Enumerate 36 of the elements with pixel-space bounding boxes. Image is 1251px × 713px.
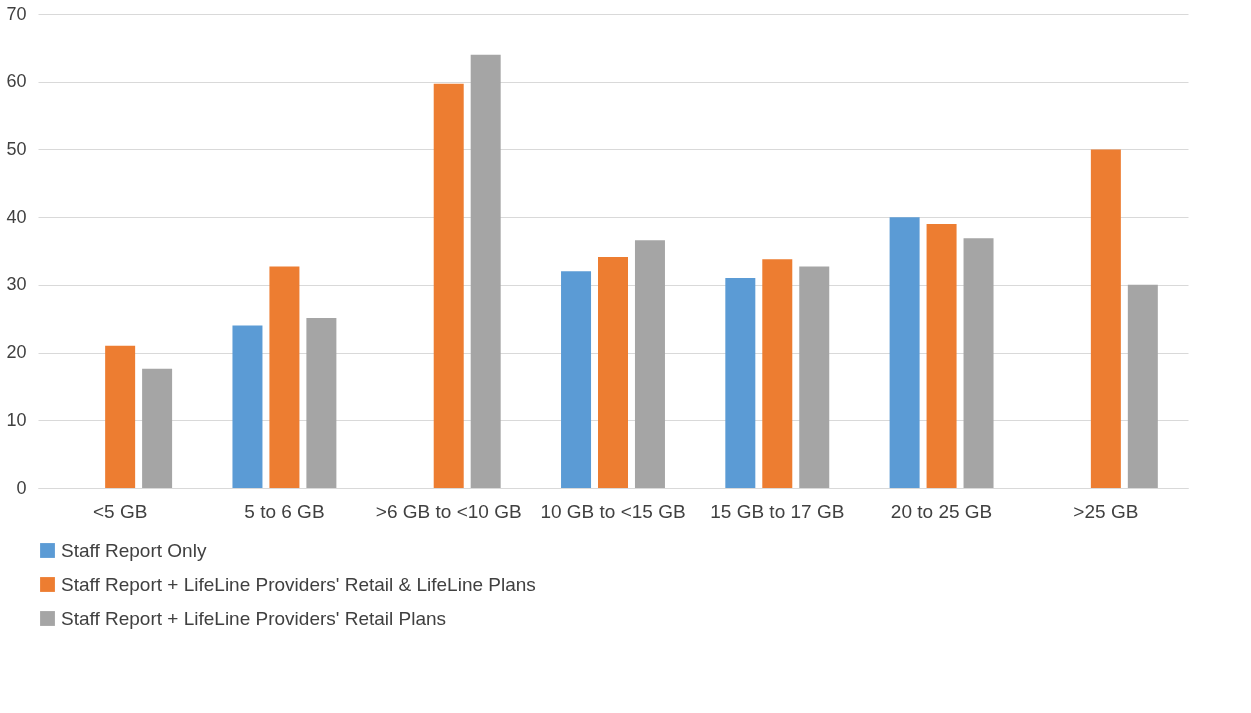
bar (1127, 284, 1158, 488)
x-tick-label: >25 GB (1073, 500, 1139, 522)
bar (725, 278, 756, 488)
bar (105, 345, 136, 488)
y-tick-label: 70 (6, 3, 27, 24)
bar (926, 223, 957, 488)
y-tick-label: 30 (6, 274, 27, 295)
x-tick-label: 10 GB to <15 GB (540, 500, 686, 522)
bar (232, 325, 263, 488)
x-tick-label: 20 to 25 GB (890, 500, 993, 522)
bar (799, 266, 830, 488)
y-tick-label: 60 (6, 71, 27, 92)
y-tick-label: 20 (6, 342, 27, 363)
bar (470, 54, 501, 488)
bar (142, 368, 173, 488)
bar (762, 259, 793, 488)
bar (963, 238, 994, 488)
y-tick-label: 40 (6, 206, 27, 227)
bar (269, 266, 300, 488)
legend-label: Staff Report Only (61, 539, 207, 561)
legend-label: Staff Report + LifeLine Providers' Retail & LifeLine Plans (61, 573, 536, 595)
x-tick-label: 5 to 6 GB (244, 500, 325, 522)
y-tick-label: 0 (16, 477, 27, 498)
bar (433, 83, 464, 488)
x-tick-label: >6 GB to <10 GB (375, 500, 522, 522)
bar (1090, 149, 1121, 488)
y-tick-label: 10 (6, 409, 27, 430)
bar (306, 318, 337, 488)
y-tick-label: 50 (6, 138, 27, 159)
bar (561, 271, 592, 488)
x-tick-label: <5 GB (92, 500, 148, 522)
x-tick-label: 15 GB to 17 GB (710, 500, 845, 522)
bar (634, 240, 665, 488)
bar (598, 257, 628, 488)
bar (889, 217, 920, 488)
legend-label: Staff Report + LifeLine Providers' Retail Plans (61, 607, 447, 629)
